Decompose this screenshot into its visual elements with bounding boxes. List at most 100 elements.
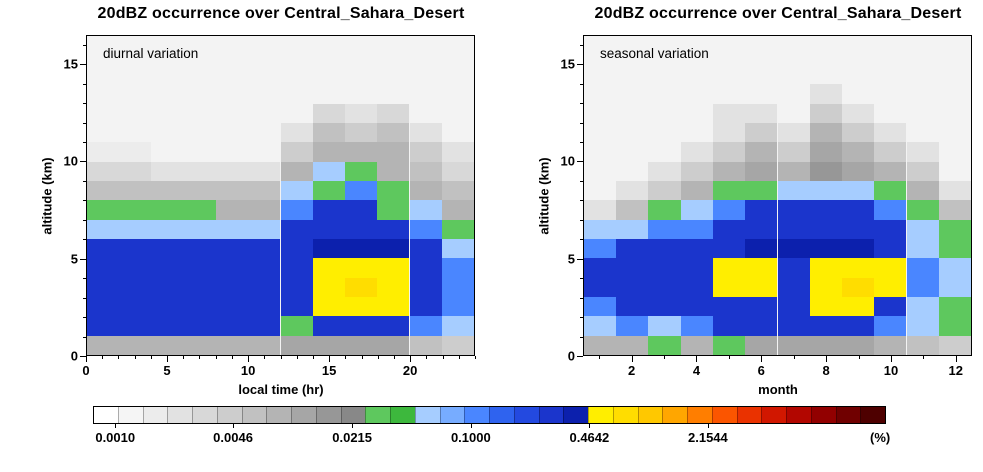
- heatmap-cell: [119, 200, 152, 220]
- x-minor-tick: [793, 356, 795, 359]
- x-major-tick: [631, 356, 633, 362]
- x-minor-tick: [312, 356, 314, 359]
- x-major-tick: [890, 356, 892, 362]
- heatmap-cell: [616, 258, 649, 278]
- heatmap-cell: [745, 239, 778, 259]
- x-tick-label: 2: [628, 363, 636, 378]
- x-minor-tick: [215, 356, 217, 359]
- heatmap-cell: [874, 181, 907, 201]
- heatmap-cell: [312, 258, 345, 278]
- heatmap-cell: [809, 84, 842, 104]
- x-major-tick: [955, 356, 957, 362]
- x-major-tick: [86, 356, 87, 362]
- diurnal-variation-plot: diurnal variation 0 5 10 15 20 0 5 10 15: [64, 35, 476, 378]
- heatmap-cell: [809, 123, 842, 143]
- x-tick-label: 15: [321, 363, 337, 378]
- heatmap-cell: [777, 219, 810, 239]
- heatmap-cell: [87, 161, 120, 181]
- heatmap-cell: [280, 123, 313, 143]
- right-plot-title: 20dBZ occurrence over Central_Sahara_Des…: [594, 5, 962, 22]
- heatmap-cell: [584, 335, 617, 355]
- x-minor-tick: [231, 356, 233, 359]
- heatmap-cell: [648, 239, 681, 259]
- heatmap-cell: [248, 297, 281, 317]
- heatmap-cell: [745, 297, 778, 317]
- heatmap-cell: [344, 258, 378, 278]
- heatmap-cell: [584, 239, 617, 259]
- heatmap-cell: [680, 161, 713, 181]
- heatmap-cell: [87, 181, 120, 201]
- heatmap-cell: [441, 161, 474, 181]
- y-minor-tick: [83, 239, 86, 241]
- heatmap-cell: [280, 219, 313, 239]
- heatmap-cell: [312, 316, 345, 336]
- y-tick-label: 15: [63, 56, 78, 72]
- y-minor-tick: [580, 297, 583, 299]
- heatmap-cell: [906, 161, 939, 181]
- heatmap-cell: [841, 258, 875, 278]
- colorbar-tick: [707, 424, 709, 428]
- heatmap-cell: [312, 123, 345, 143]
- colorbar-segment: [786, 407, 811, 423]
- y-minor-tick: [83, 44, 86, 46]
- heatmap-cell: [906, 258, 939, 278]
- heatmap-cell: [119, 258, 152, 278]
- heatmap-cell: [712, 239, 746, 259]
- seasonal-plot-frame: seasonal variation: [583, 35, 972, 356]
- heatmap-cell: [841, 316, 875, 336]
- x-major-tick: [826, 356, 828, 362]
- x-minor-tick: [599, 356, 601, 359]
- heatmap-cell: [409, 181, 442, 201]
- heatmap-cell: [409, 142, 442, 162]
- heatmap-cell: [409, 335, 442, 355]
- heatmap-cell: [344, 316, 378, 336]
- heatmap-cell: [777, 297, 810, 317]
- heatmap-cell: [712, 181, 746, 201]
- y-major-tick: [577, 356, 583, 357]
- x-major-tick: [761, 356, 763, 362]
- heatmap-cell: [874, 258, 907, 278]
- y-tick-label: 0: [70, 348, 78, 364]
- heatmap-cell: [938, 335, 971, 355]
- colorbar-gradient: [93, 406, 886, 424]
- heatmap-cell: [248, 258, 281, 278]
- heatmap-cell: [648, 258, 681, 278]
- heatmap-cell: [712, 277, 746, 297]
- heatmap-cell: [215, 200, 249, 220]
- heatmap-cell: [248, 239, 281, 259]
- heatmap-cell: [712, 200, 746, 220]
- heatmap-cell: [183, 277, 216, 297]
- heatmap-cell: [616, 200, 649, 220]
- heatmap-cell: [680, 277, 713, 297]
- heatmap-cell: [841, 103, 875, 123]
- heatmap-cell: [841, 181, 875, 201]
- heatmap-cell: [841, 277, 875, 297]
- heatmap-cell: [712, 316, 746, 336]
- heatmap-cell: [648, 277, 681, 297]
- y-minor-tick: [580, 278, 583, 280]
- heatmap-cell: [409, 219, 442, 239]
- heatmap-cell: [777, 258, 810, 278]
- heatmap-cell: [938, 258, 971, 278]
- colorbar-segment: [860, 407, 885, 423]
- heatmap-cell: [441, 297, 474, 317]
- heatmap-cell: [119, 335, 152, 355]
- heatmap-cell: [377, 123, 410, 143]
- heatmap-cell: [680, 335, 713, 355]
- colorbar-tick-label: 0.1000: [450, 430, 491, 445]
- heatmap-cell: [745, 335, 778, 355]
- y-major-tick: [80, 258, 86, 260]
- heatmap-cell: [906, 297, 939, 317]
- heatmap-cell: [183, 335, 216, 355]
- x-tick-label: 10: [240, 363, 256, 378]
- y-minor-tick: [83, 83, 86, 85]
- heatmap-cell: [745, 200, 778, 220]
- heatmap-cell: [874, 123, 907, 143]
- heatmap-cell: [809, 161, 842, 181]
- x-tick-label: 10: [883, 363, 899, 378]
- colorbar-segment: [291, 407, 316, 423]
- heatmap-cell: [119, 316, 152, 336]
- diurnal-heatmap-cells: [87, 36, 474, 355]
- colorbar-segment: [563, 407, 588, 423]
